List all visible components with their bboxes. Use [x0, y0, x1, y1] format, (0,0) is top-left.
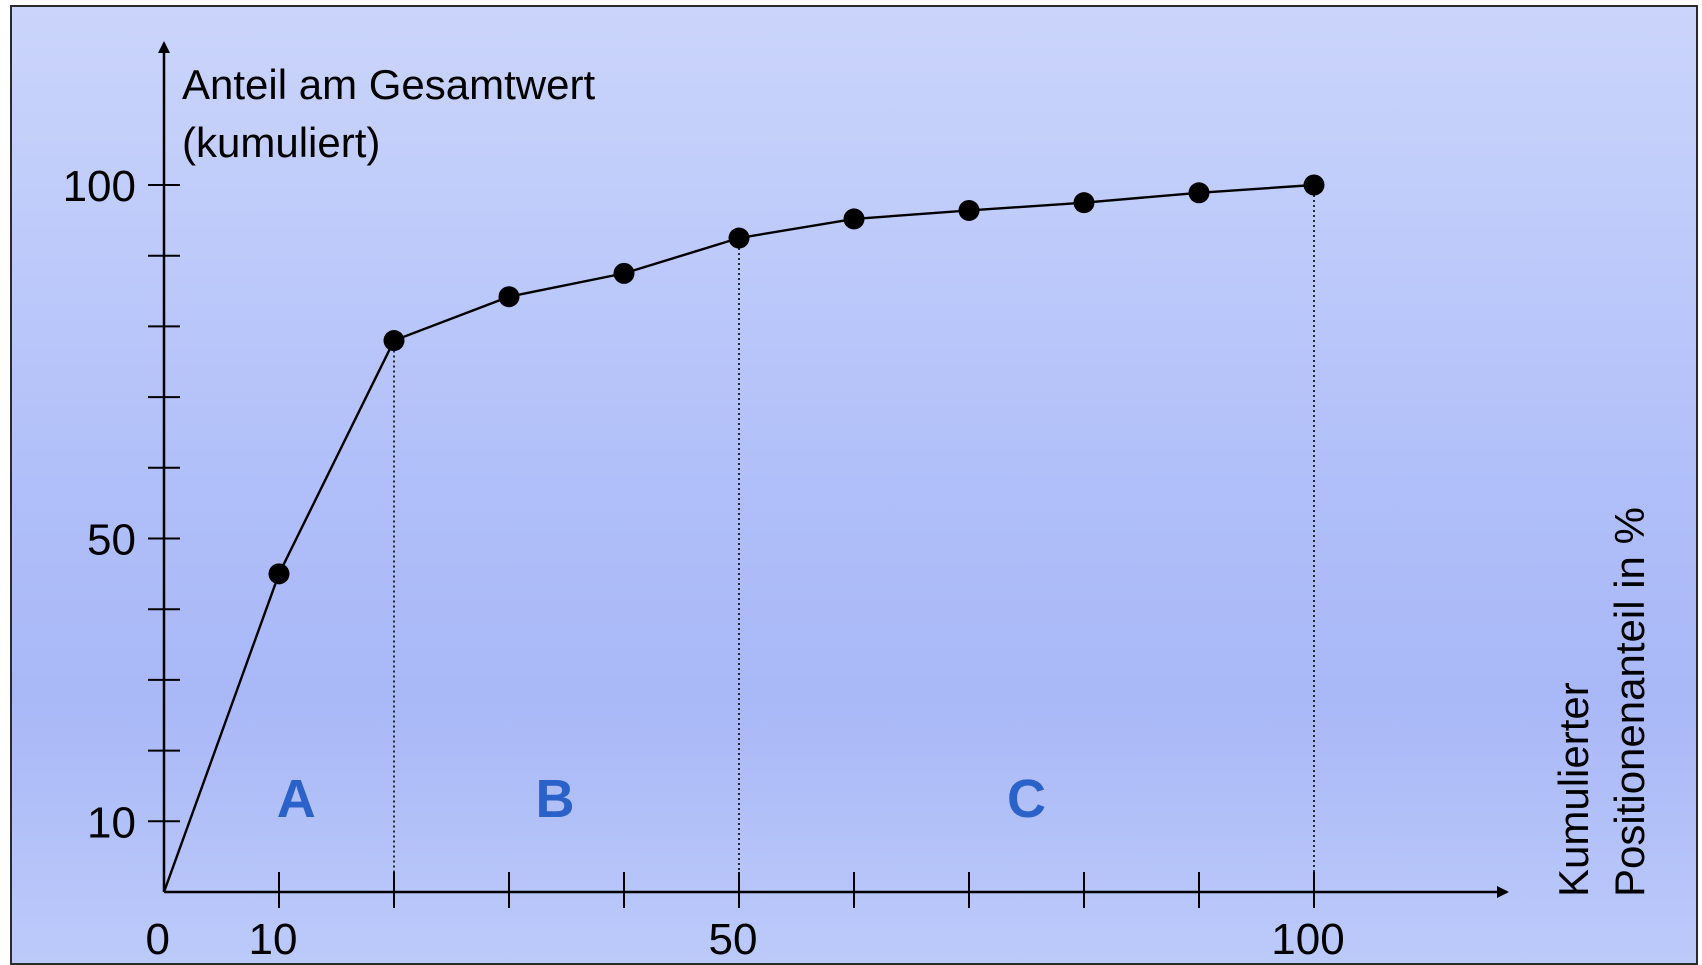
chart-panel: 10 50 100 0 10 50 100 A B C Anteil am Gesamtwert …	[10, 5, 1698, 965]
data-point	[728, 227, 750, 249]
data-point	[1073, 192, 1095, 214]
x-tick-label: 0	[146, 915, 170, 963]
data-point	[958, 199, 980, 221]
data-point	[498, 286, 520, 308]
y-tick-label: 10	[87, 798, 136, 847]
data-point	[383, 330, 405, 352]
class-label-a: A	[277, 769, 316, 829]
class-label-b: B	[536, 769, 575, 829]
class-label-c: C	[1007, 769, 1046, 829]
y-tick-label: 100	[63, 162, 136, 211]
y-tick-label: 50	[87, 516, 136, 565]
x-tick-label: 10	[249, 915, 298, 963]
data-point	[613, 262, 635, 284]
data-point	[1188, 182, 1210, 204]
y-axis-title-line1: Anteil am Gesamtwert	[182, 61, 595, 108]
x-axis-title-line1: Kumulierter	[1550, 682, 1597, 897]
data-point	[268, 563, 290, 585]
x-axis-title-line2: Positionenanteil in %	[1606, 507, 1653, 897]
y-axis-title-line2: (kumuliert)	[182, 119, 380, 166]
x-tick-label: 100	[1271, 915, 1344, 963]
data-point	[843, 208, 865, 230]
x-tick-label: 50	[709, 915, 758, 963]
data-point	[1303, 174, 1325, 196]
